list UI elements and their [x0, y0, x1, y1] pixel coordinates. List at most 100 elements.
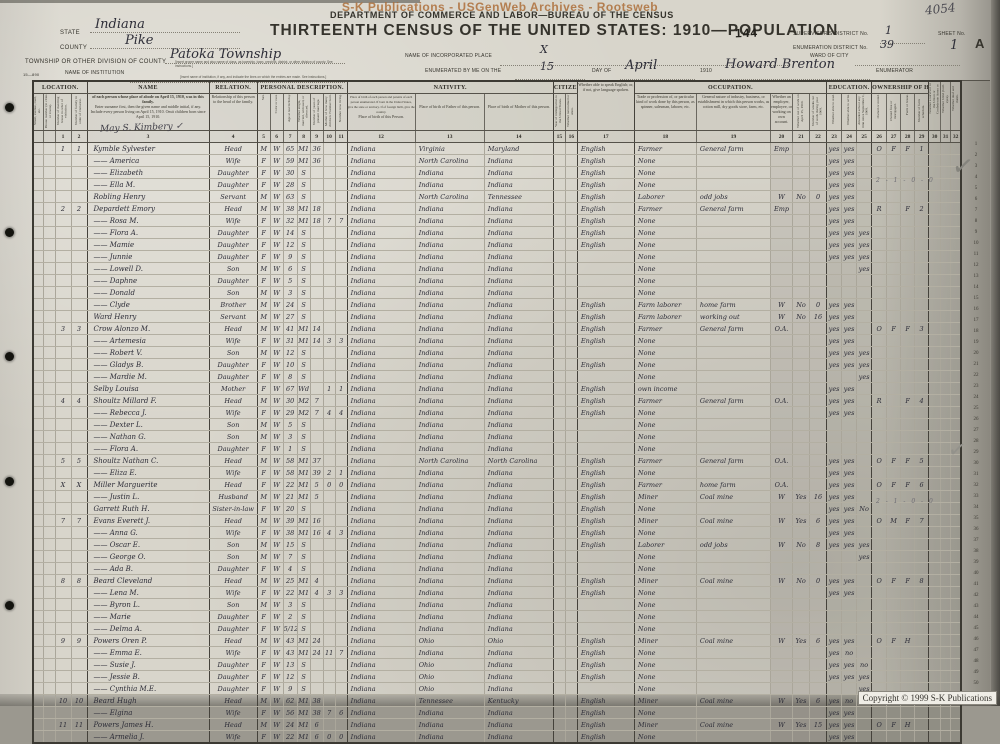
cell-wr: yes	[841, 634, 858, 647]
cell-pf: Indiana	[415, 298, 485, 311]
cell-vet	[928, 622, 942, 635]
cell-fam	[71, 682, 88, 695]
cell-eng: English	[577, 718, 635, 731]
cell-pf: Indiana	[415, 550, 485, 563]
cell-vet	[928, 190, 942, 203]
cell-sex: F	[257, 238, 271, 251]
cell-fs	[914, 466, 930, 479]
cell-sex: F	[257, 610, 271, 623]
cell-wr	[841, 418, 858, 431]
cell-pf: Indiana	[415, 226, 485, 239]
cell-rd: yes	[826, 526, 843, 539]
cell-cl: 3	[335, 526, 348, 539]
cell-sex: F	[257, 382, 271, 395]
cell-rel: Son	[209, 538, 258, 551]
cell-sch: yes	[856, 262, 873, 275]
cell-cb	[323, 250, 336, 263]
cell-pob: Indiana	[347, 478, 416, 491]
cell-bl	[940, 238, 952, 251]
cell-df	[950, 298, 962, 311]
cell-emp	[770, 166, 794, 179]
cell-eng: English	[577, 502, 635, 515]
cell-race: W	[270, 430, 284, 443]
cell-df	[950, 514, 962, 527]
cell-mar: S	[297, 418, 311, 431]
cell-rd	[826, 430, 843, 443]
cell-rel: Head	[209, 514, 258, 527]
sheet-value: 1	[950, 38, 959, 53]
cell-yrs	[310, 298, 324, 311]
cell-imm	[553, 298, 566, 311]
col-veteran: Whether a survivor of the Union or Confe…	[928, 81, 942, 131]
enumeration-label: ENUMERATION DISTRICT No.	[793, 45, 868, 51]
cell-bl	[940, 310, 952, 323]
cell-fam	[71, 586, 88, 599]
cell-wks	[809, 286, 828, 299]
cell-house	[43, 142, 56, 155]
cell-fam	[71, 658, 88, 671]
table-body: 1 1 Kymble Sylvester Head M W 65 M1 36 Indiana Vir…	[33, 142, 962, 744]
cell-nat	[565, 202, 578, 215]
cell-cl	[335, 550, 348, 563]
cell-dw: 1	[55, 142, 72, 155]
cell-fh: F	[900, 322, 916, 335]
cell-name: —— Artemesia	[87, 334, 210, 347]
cell-dw	[55, 262, 72, 275]
cell-eng: English	[577, 574, 635, 587]
cell-mar: M1	[297, 142, 311, 155]
cell-ind	[696, 526, 771, 539]
cell-pob: Indiana	[347, 442, 416, 455]
cell-bl	[940, 322, 952, 335]
cell-vet	[928, 166, 942, 179]
cell-rd: yes	[826, 658, 843, 671]
cell-age: 58	[283, 454, 298, 467]
cell-rd: yes	[826, 358, 843, 371]
cell-eng: English	[577, 214, 635, 227]
cell-cl	[335, 502, 348, 515]
line-number: 3	[974, 164, 978, 169]
cell-imm	[553, 142, 566, 155]
cell-sch	[856, 430, 873, 443]
cell-name: —— Elizabeth	[87, 166, 210, 179]
cell-nat	[565, 478, 578, 491]
cell-emp	[770, 658, 794, 671]
cell-eng: English	[577, 634, 635, 647]
cell-street	[33, 394, 44, 407]
cell-pf: Ohio	[415, 634, 485, 647]
cell-bl	[940, 226, 952, 239]
cell-sex: M	[257, 142, 271, 155]
cell-street	[33, 574, 44, 587]
cell-fam: 3	[71, 322, 88, 335]
cell-dw	[55, 310, 72, 323]
cell-bl	[940, 346, 952, 359]
cell-rd: yes	[826, 250, 843, 263]
cell-dw	[55, 502, 72, 515]
column-number: 2	[71, 130, 88, 143]
cell-rd: yes	[826, 406, 843, 419]
cell-emp	[770, 646, 794, 659]
cell-cb	[323, 550, 336, 563]
cell-fm	[886, 370, 902, 383]
cell-sex: F	[257, 646, 271, 659]
cell-own	[871, 670, 888, 683]
cell-age: 7	[283, 550, 298, 563]
cell-vet	[928, 514, 942, 527]
cell-fs	[914, 250, 930, 263]
cell-yrs: 38	[310, 694, 324, 707]
cell-ind	[696, 226, 771, 239]
cell-trade: None	[634, 250, 697, 263]
cell-vet	[928, 202, 942, 215]
cell-fs	[914, 622, 930, 635]
cell-street	[33, 202, 44, 215]
cell-age: 9	[283, 250, 298, 263]
cell-wr	[841, 274, 858, 287]
cell-wks	[809, 466, 828, 479]
cell-vet	[928, 298, 942, 311]
cell-cl	[335, 238, 348, 251]
cell-sch	[856, 142, 873, 155]
cell-cl: 1	[335, 382, 348, 395]
cell-sex: M	[257, 310, 271, 323]
cell-wks: 0	[809, 574, 828, 587]
cell-fs	[914, 418, 930, 431]
cell-wks	[809, 274, 828, 287]
